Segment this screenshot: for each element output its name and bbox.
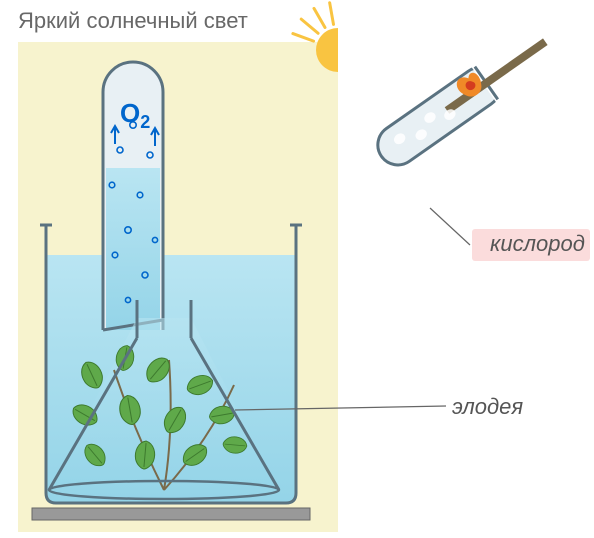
stand-base — [32, 508, 310, 520]
o2-sub: 2 — [140, 112, 150, 132]
diagram-canvas — [0, 0, 594, 538]
o2-formula: O2 — [120, 98, 150, 133]
elodea-label: элодея — [452, 394, 523, 420]
oxygen-label: кислород — [490, 231, 585, 257]
o2-letter: O — [120, 98, 140, 128]
leader-oxygen — [430, 208, 470, 245]
